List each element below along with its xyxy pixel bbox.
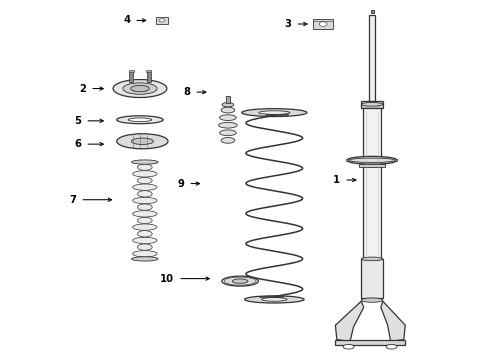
Ellipse shape [133,184,157,190]
Ellipse shape [222,103,234,107]
Bar [226,96,230,103]
Ellipse shape [113,80,167,98]
Ellipse shape [242,109,307,117]
Text: 7: 7 [70,195,76,205]
Ellipse shape [232,279,248,283]
Bar [361,101,383,108]
Bar [314,19,333,30]
Ellipse shape [361,298,383,302]
Bar [129,69,134,72]
Text: 8: 8 [183,87,190,97]
Ellipse shape [138,204,152,210]
Bar [370,10,373,13]
Ellipse shape [133,237,157,244]
Polygon shape [335,301,364,341]
Ellipse shape [349,158,395,162]
Ellipse shape [117,134,168,149]
Ellipse shape [131,138,153,144]
Ellipse shape [132,257,158,261]
Text: 2: 2 [79,84,86,94]
Text: 3: 3 [285,19,292,29]
Text: 1: 1 [333,175,340,185]
Ellipse shape [138,191,152,197]
Ellipse shape [219,122,237,128]
Ellipse shape [133,251,157,257]
Bar [361,259,383,298]
Ellipse shape [138,177,152,184]
Polygon shape [381,301,405,341]
Ellipse shape [361,257,383,261]
Ellipse shape [131,85,149,92]
Text: 10: 10 [160,274,174,284]
Ellipse shape [343,345,354,349]
Ellipse shape [138,231,152,237]
Bar [147,69,151,72]
Ellipse shape [138,244,152,250]
Bar [335,339,405,345]
Ellipse shape [245,296,304,303]
Ellipse shape [221,138,235,143]
Ellipse shape [346,156,397,164]
Ellipse shape [159,19,165,22]
Ellipse shape [123,83,157,94]
Ellipse shape [138,217,152,224]
Ellipse shape [128,118,152,122]
Ellipse shape [138,164,152,170]
Ellipse shape [222,276,258,286]
Ellipse shape [133,211,157,217]
Ellipse shape [133,197,157,204]
Ellipse shape [259,111,290,114]
Text: 9: 9 [177,179,184,189]
Text: 4: 4 [123,15,130,26]
Bar [359,164,385,167]
Text: 5: 5 [74,116,81,126]
Bar [363,108,381,259]
Ellipse shape [319,22,327,26]
Bar [369,15,375,101]
Ellipse shape [221,107,235,113]
Bar [147,71,151,82]
Ellipse shape [133,171,157,177]
Ellipse shape [220,115,236,121]
Ellipse shape [220,130,236,136]
Text: 6: 6 [74,139,81,149]
Ellipse shape [386,345,397,349]
Ellipse shape [117,116,163,124]
Bar [129,71,133,82]
Ellipse shape [132,160,158,164]
Polygon shape [156,17,168,24]
Ellipse shape [133,224,157,230]
Ellipse shape [262,298,287,301]
